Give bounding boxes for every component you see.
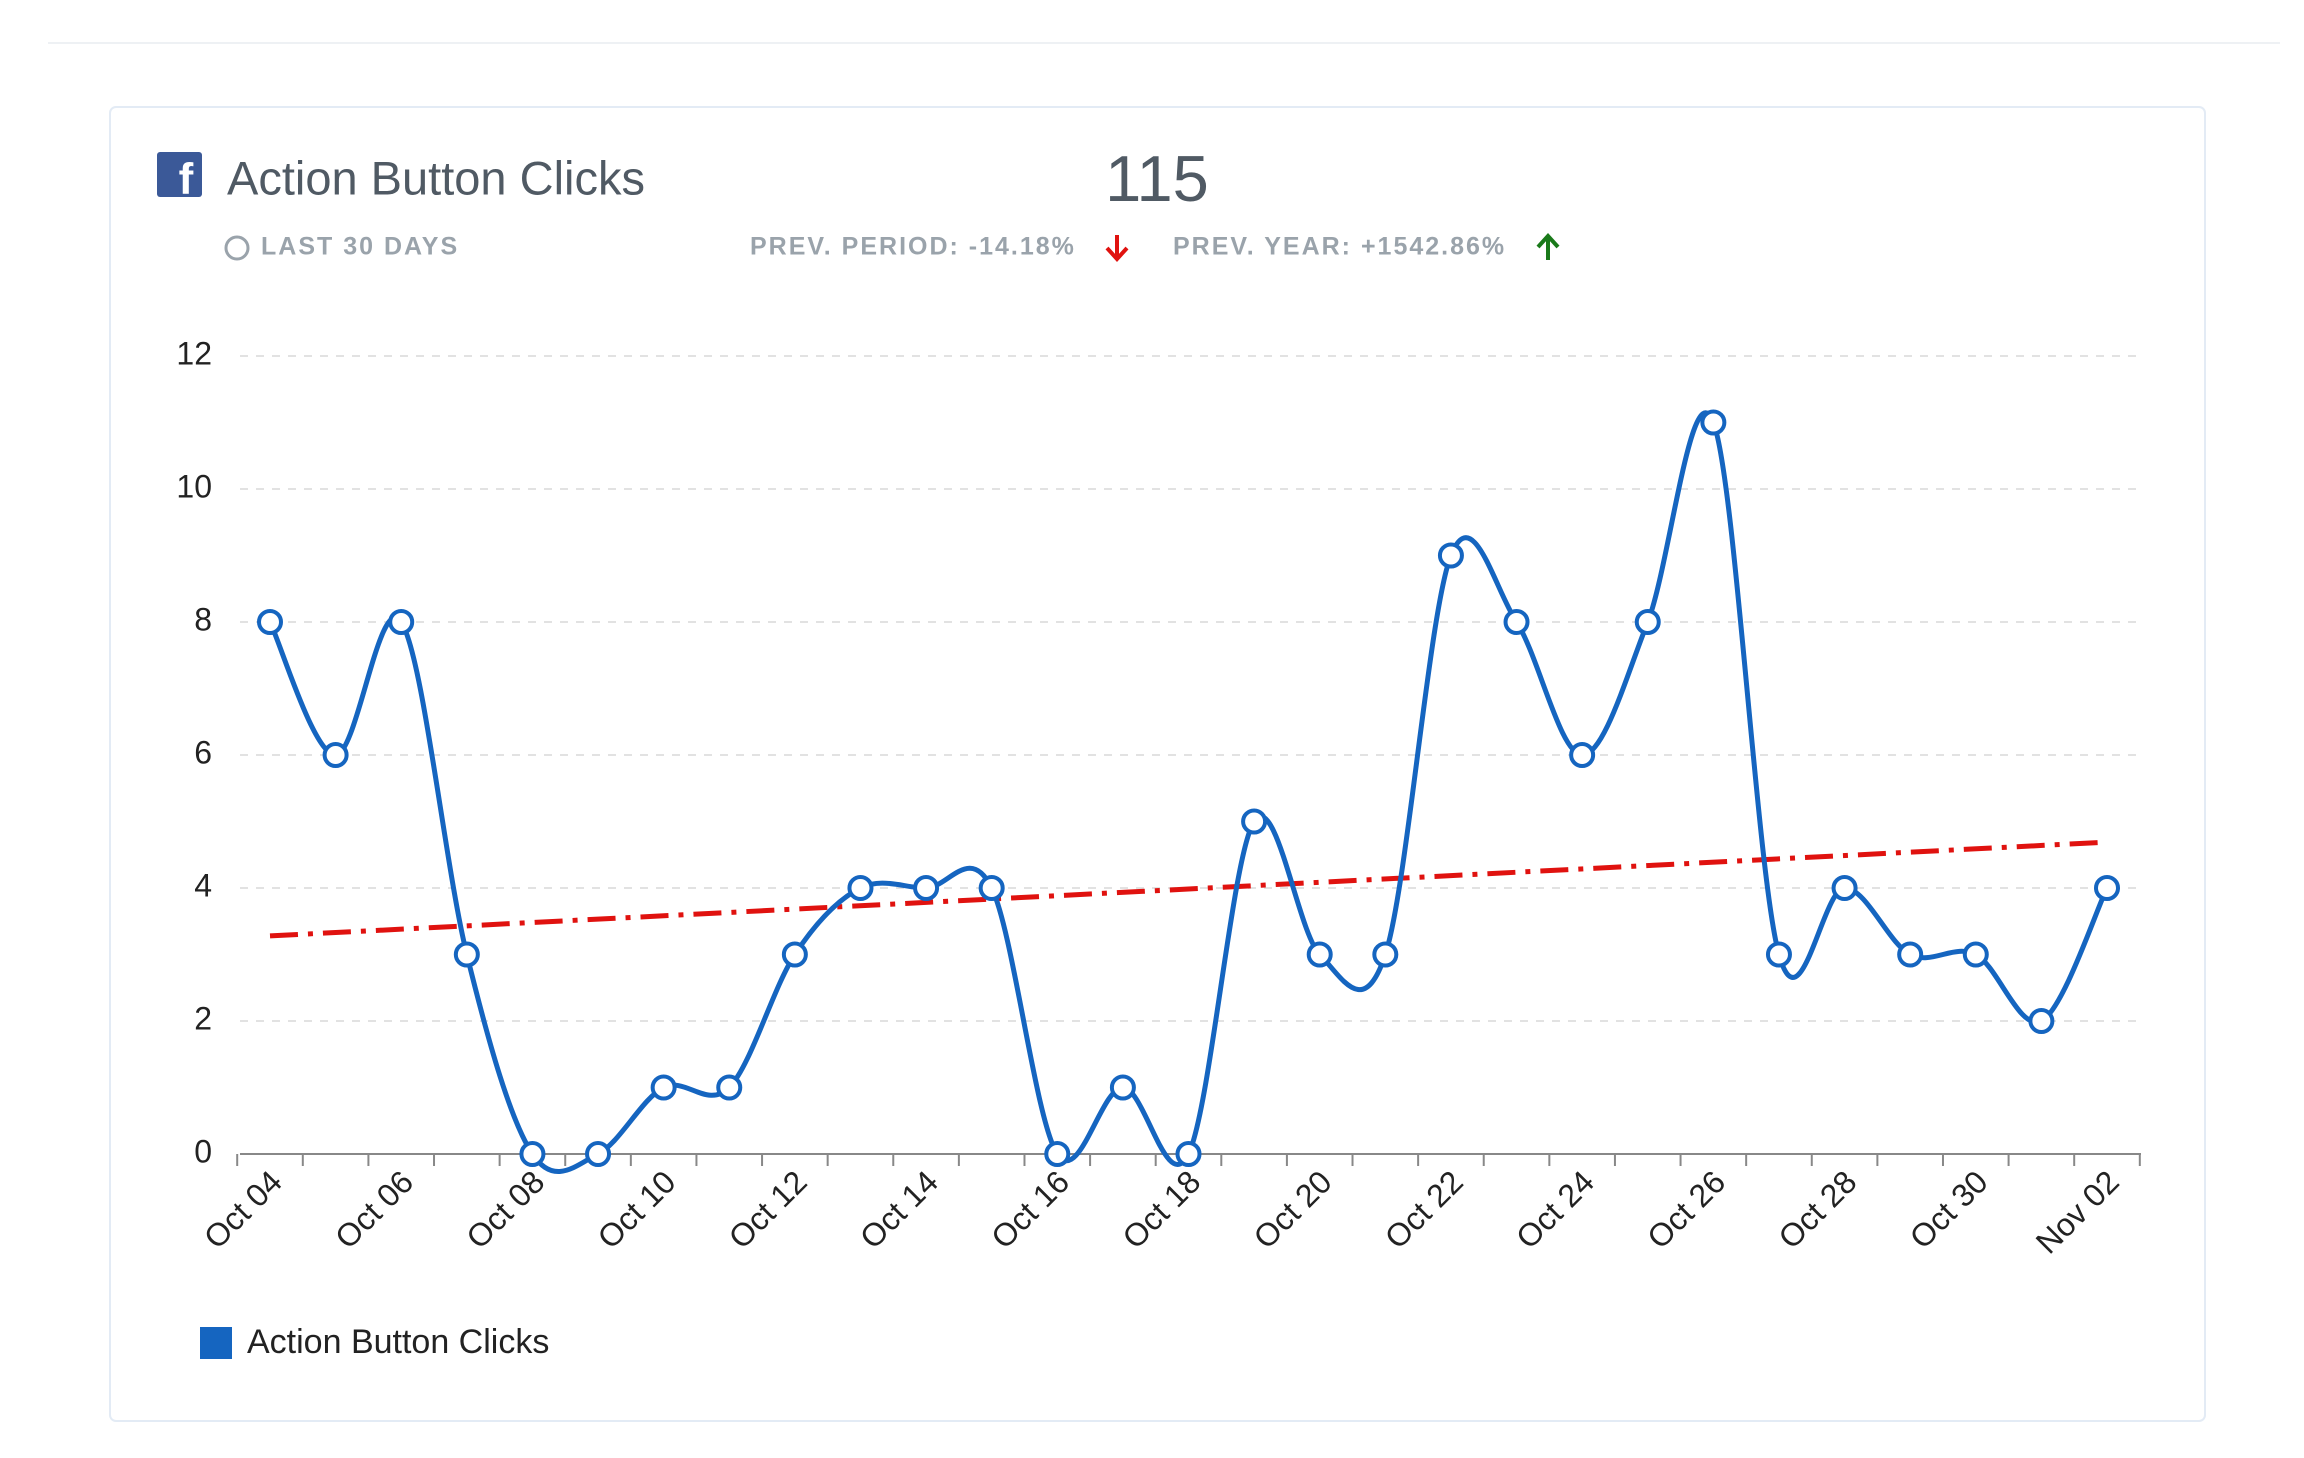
y-tick-label: 4 (194, 867, 212, 903)
point (1831, 875, 1858, 901)
facebook-f: f (179, 155, 194, 204)
point (1897, 941, 1924, 968)
globe-icon (224, 235, 250, 261)
point (1962, 941, 1989, 968)
point (1437, 542, 1464, 569)
point (1306, 941, 1333, 968)
point (1241, 808, 1268, 835)
point (1765, 941, 1792, 968)
down-arrow (1105, 235, 1129, 262)
point (847, 875, 874, 901)
facebook-icon (157, 152, 202, 197)
point (1700, 409, 1727, 436)
point (519, 1141, 546, 1167)
up-arrow (1536, 233, 1560, 260)
y-tick-label: 10 (176, 468, 212, 504)
series-line (267, 410, 2110, 1175)
point (2094, 875, 2120, 901)
total-value: 115 (1105, 142, 1209, 215)
point (585, 1141, 612, 1167)
card-title: Action Button Clicks (227, 151, 645, 204)
y-tick-label: 6 (194, 734, 212, 770)
y-tick-label: 8 (194, 601, 212, 637)
prev-year: PREV. YEAR: +1542.86% (1173, 233, 1506, 261)
y-tick-label: 12 (176, 335, 212, 371)
card (109, 106, 2206, 1422)
point (388, 609, 415, 635)
legend-swatch (200, 1327, 232, 1359)
y-tick-label: 2 (194, 1000, 212, 1036)
point (2028, 1008, 2055, 1034)
point (453, 941, 480, 968)
point (1634, 609, 1661, 635)
point (1569, 742, 1596, 768)
point (1109, 1074, 1136, 1101)
point (322, 742, 349, 768)
point (716, 1074, 743, 1101)
point (1175, 1141, 1202, 1167)
y-tick-label: 0 (194, 1133, 212, 1169)
point (781, 941, 808, 968)
point (978, 875, 1005, 901)
trend-line (269, 839, 2108, 939)
point (257, 609, 283, 635)
point (1503, 609, 1530, 635)
point (1372, 941, 1399, 968)
period-label: LAST 30 DAYS (261, 233, 459, 261)
prev-period: PREV. PERIOD: -14.18% (750, 233, 1076, 261)
legend-label: Action Button Clicks (247, 1323, 549, 1361)
point (650, 1074, 677, 1101)
point (1044, 1141, 1071, 1167)
point (913, 875, 940, 901)
